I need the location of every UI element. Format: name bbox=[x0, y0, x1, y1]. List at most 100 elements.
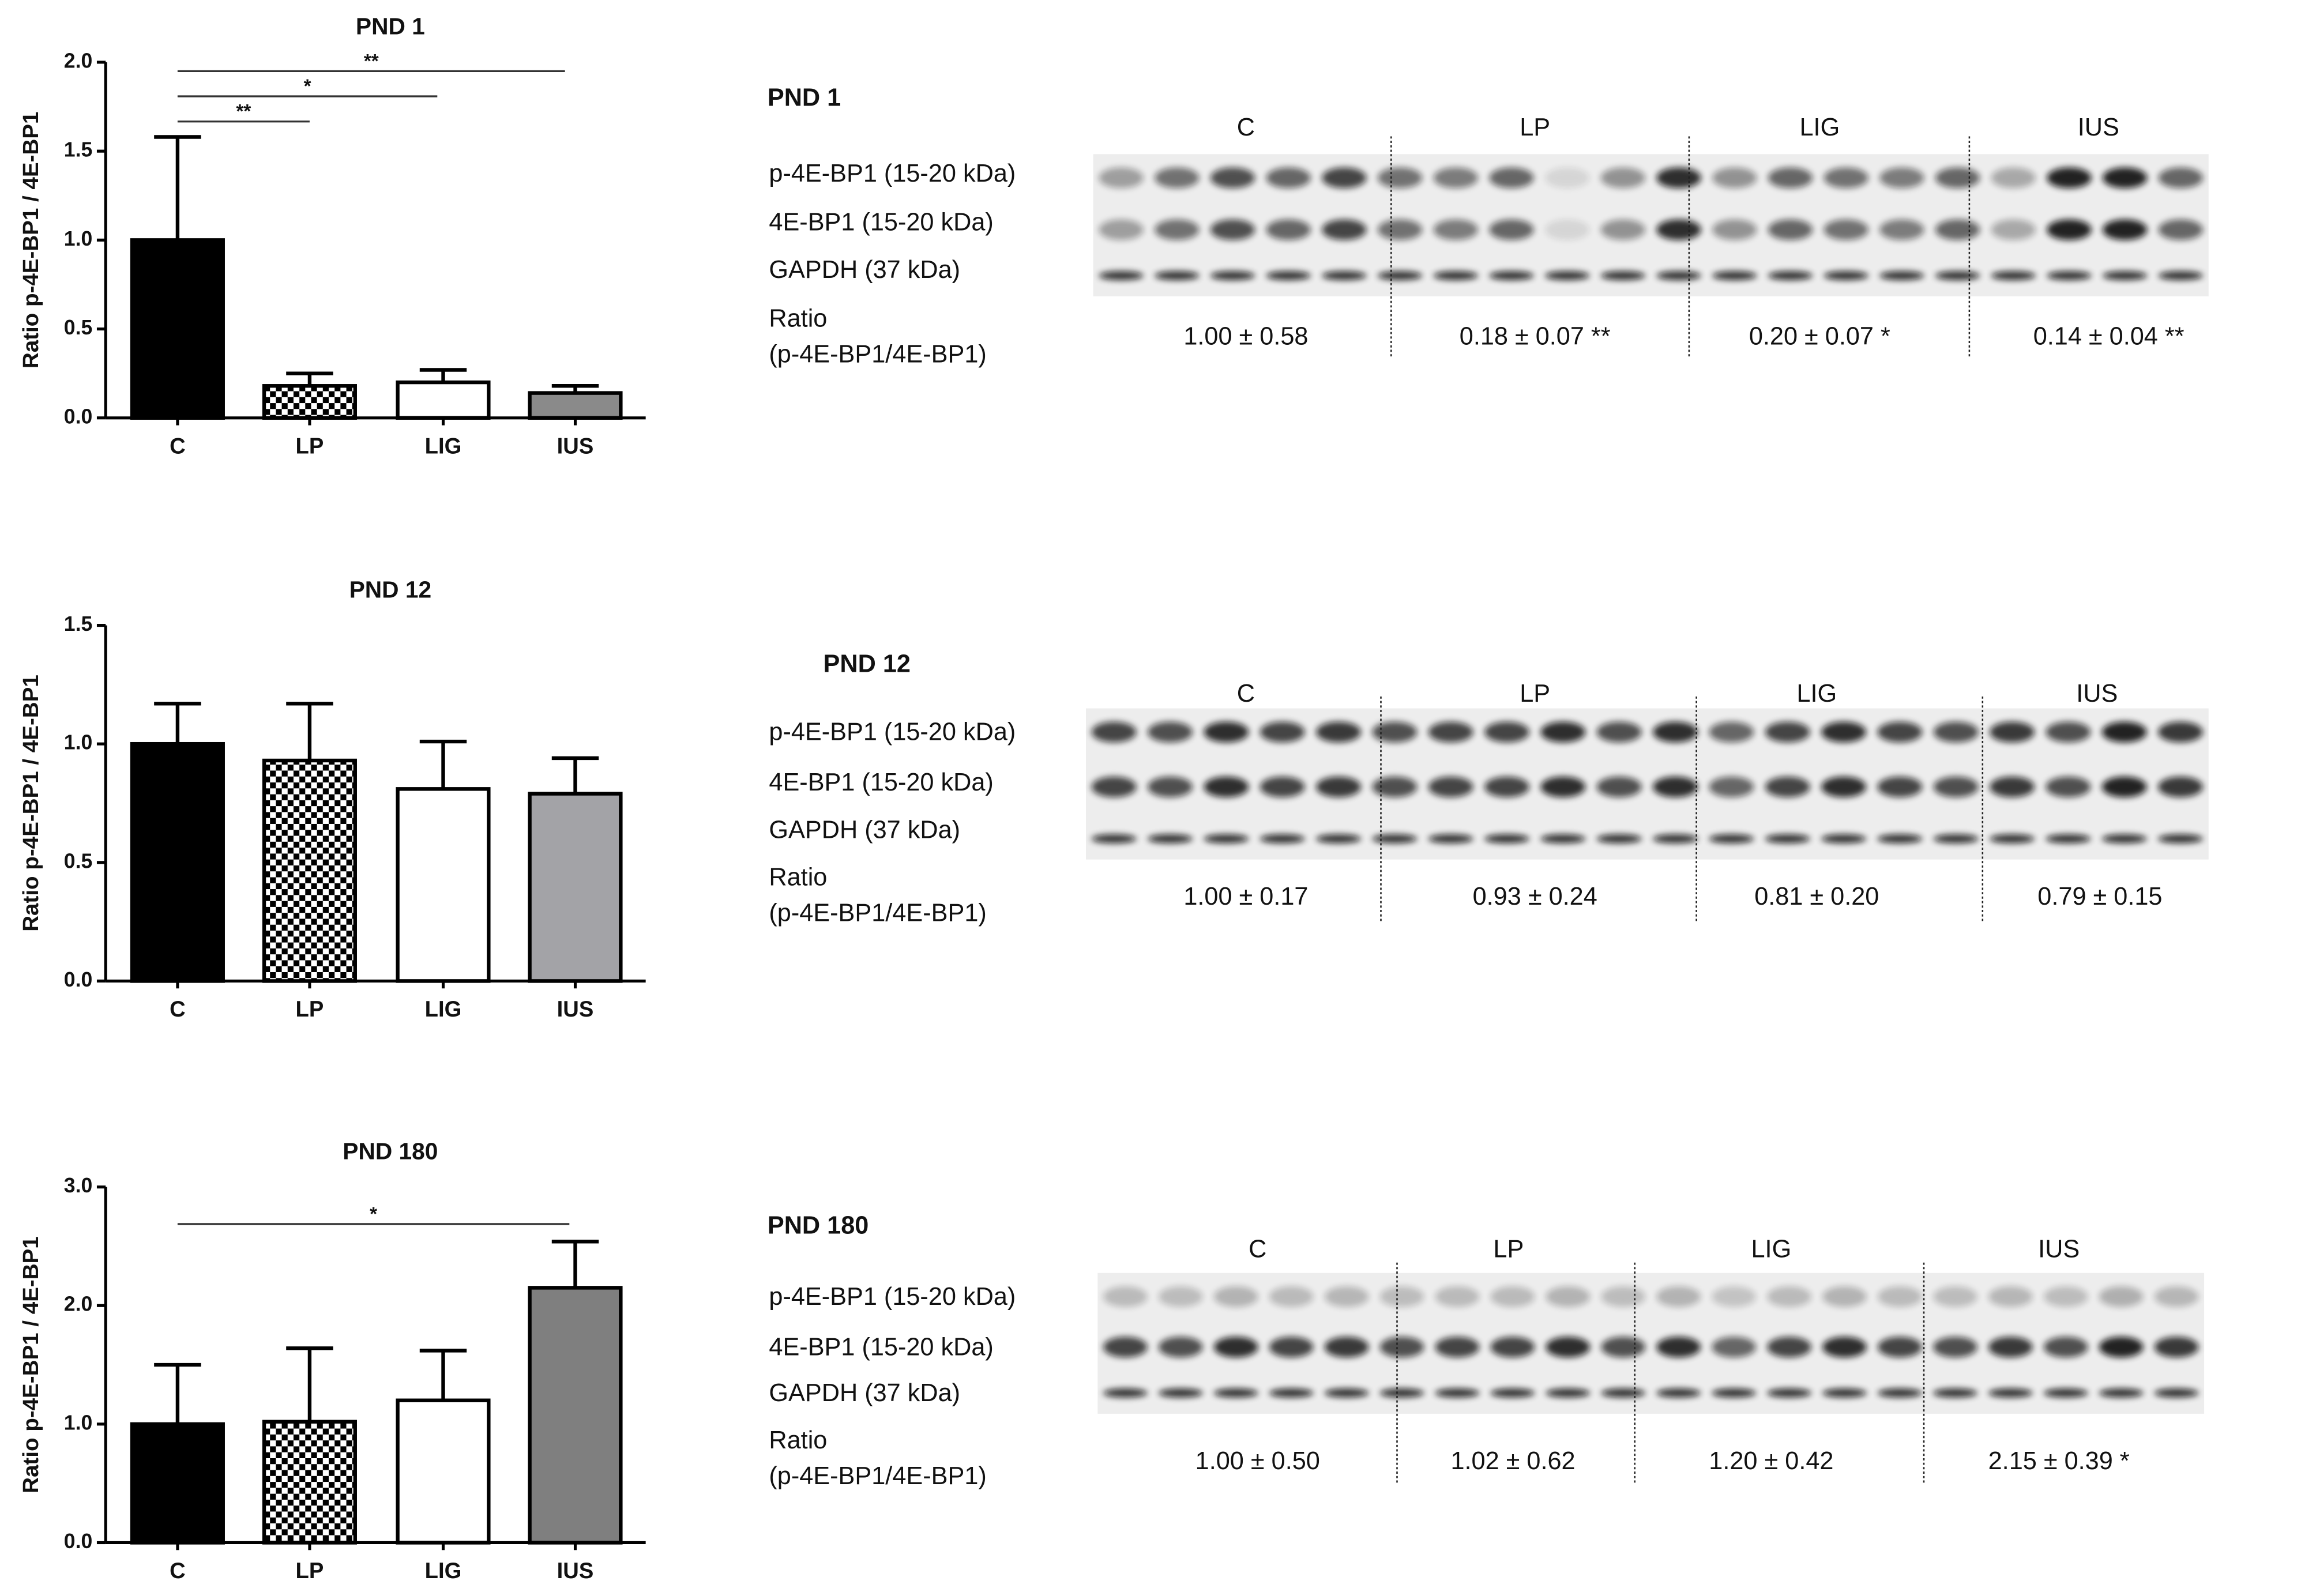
band bbox=[1213, 1286, 1258, 1307]
band bbox=[1103, 1388, 1148, 1398]
band bbox=[1932, 1337, 1977, 1358]
band bbox=[1155, 271, 1200, 280]
band bbox=[1148, 834, 1193, 844]
band bbox=[1316, 721, 1361, 743]
ratio-value: 0.81 ± 0.20 bbox=[1754, 883, 1879, 910]
band bbox=[1768, 167, 1813, 189]
band bbox=[1656, 1337, 1701, 1358]
x-tick-label: LP bbox=[296, 1559, 324, 1583]
band bbox=[1932, 1286, 1977, 1307]
band bbox=[1823, 271, 1868, 280]
band bbox=[2101, 776, 2147, 797]
band bbox=[1148, 721, 1193, 743]
ratio-value: 1.00 ± 0.50 bbox=[1195, 1447, 1320, 1475]
band bbox=[1379, 1337, 1424, 1358]
band bbox=[1988, 1337, 2033, 1358]
band bbox=[1709, 721, 1754, 743]
significance-label: ** bbox=[364, 51, 379, 72]
band bbox=[1210, 271, 1255, 280]
band bbox=[2154, 1286, 2199, 1307]
ratio-value: 1.02 ± 0.62 bbox=[1450, 1447, 1575, 1475]
band bbox=[1878, 1286, 1922, 1307]
band bbox=[1490, 1286, 1535, 1307]
band bbox=[2043, 1286, 2088, 1307]
ratio-value: 0.93 ± 0.24 bbox=[1473, 883, 1597, 910]
band bbox=[1433, 271, 1478, 280]
band bbox=[1091, 834, 1137, 844]
band bbox=[2158, 271, 2204, 280]
band bbox=[1935, 219, 1980, 240]
ratio-label: Ratio bbox=[769, 304, 827, 332]
row-label: 4E-BP1 (15-20 kDa) bbox=[769, 769, 993, 796]
band bbox=[1377, 271, 1423, 280]
band bbox=[1435, 1286, 1480, 1307]
significance-label: * bbox=[304, 76, 311, 97]
y-tick-label: 1.0 bbox=[64, 1411, 93, 1434]
band bbox=[2047, 167, 2092, 189]
chart-title: PND 12 bbox=[349, 576, 432, 603]
group-label: C bbox=[1249, 1236, 1266, 1263]
bar bbox=[262, 758, 357, 983]
blot-background bbox=[1093, 154, 2209, 297]
group-label: LIG bbox=[1799, 114, 1840, 141]
band bbox=[1932, 1388, 1977, 1398]
band bbox=[1259, 776, 1305, 797]
y-tick-label: 3.0 bbox=[64, 1174, 93, 1197]
ratio-value: 1.00 ± 0.58 bbox=[1183, 322, 1308, 350]
ratio-label: Ratio bbox=[769, 1426, 827, 1454]
x-tick-label: LP bbox=[296, 997, 324, 1022]
x-tick-label: LP bbox=[296, 434, 324, 458]
ratio-label: (p-4E-BP1/4E-BP1) bbox=[769, 1462, 986, 1490]
band bbox=[1765, 776, 1810, 797]
group-label: IUS bbox=[2078, 114, 2119, 141]
band bbox=[1877, 834, 1923, 844]
row-label: 4E-BP1 (15-20 kDa) bbox=[769, 1333, 993, 1361]
blot-image bbox=[1097, 1273, 2205, 1414]
chart-title: PND 1 bbox=[356, 13, 425, 40]
band bbox=[1600, 219, 1646, 240]
band bbox=[1324, 1286, 1369, 1307]
band bbox=[1155, 219, 1200, 240]
band bbox=[2101, 721, 2147, 743]
group-label: IUS bbox=[2038, 1236, 2080, 1263]
band bbox=[1433, 219, 1478, 240]
blot-title: PND 1 bbox=[768, 84, 841, 112]
ratio-value: 0.18 ± 0.07 ** bbox=[1460, 322, 1611, 350]
band bbox=[1765, 834, 1810, 844]
band bbox=[1596, 834, 1642, 844]
band bbox=[1822, 1286, 1867, 1307]
band bbox=[1765, 721, 1810, 743]
band bbox=[1768, 219, 1813, 240]
band bbox=[1099, 219, 1144, 240]
ratio-value: 1.20 ± 0.42 bbox=[1709, 1447, 1833, 1475]
band bbox=[1712, 1286, 1756, 1307]
band bbox=[1712, 271, 1757, 280]
band bbox=[1546, 1286, 1591, 1307]
band bbox=[1601, 1337, 1646, 1358]
band bbox=[2046, 721, 2091, 743]
band bbox=[1316, 834, 1361, 844]
band bbox=[1709, 834, 1754, 844]
band bbox=[1377, 167, 1423, 189]
band bbox=[1878, 1337, 1922, 1358]
band bbox=[2158, 776, 2203, 797]
blot-title: PND 180 bbox=[768, 1211, 869, 1239]
band bbox=[1091, 776, 1137, 797]
band bbox=[1322, 219, 1367, 240]
x-tick-label: IUS bbox=[557, 1559, 594, 1583]
y-tick-label: 0.5 bbox=[64, 316, 93, 339]
band bbox=[1933, 721, 1979, 743]
band bbox=[1933, 776, 1979, 797]
x-tick-label: LIG bbox=[425, 434, 462, 458]
band bbox=[2043, 1337, 2088, 1358]
band bbox=[2102, 167, 2148, 189]
band bbox=[2099, 1388, 2144, 1398]
bar bbox=[262, 1420, 357, 1545]
ratio-label: (p-4E-BP1/4E-BP1) bbox=[769, 340, 986, 368]
band bbox=[2046, 834, 2091, 844]
band bbox=[1316, 776, 1361, 797]
band bbox=[1767, 1286, 1811, 1307]
ratio-value: 0.79 ± 0.15 bbox=[2037, 883, 2162, 910]
group-label: LIG bbox=[1751, 1236, 1792, 1263]
